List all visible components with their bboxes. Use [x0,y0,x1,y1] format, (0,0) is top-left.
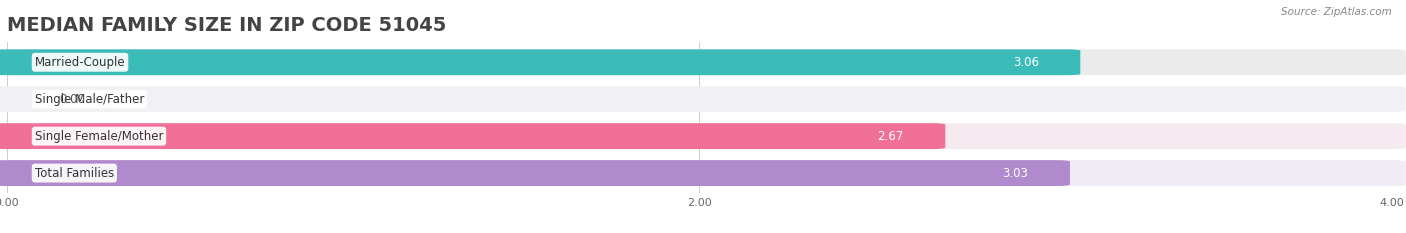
FancyBboxPatch shape [0,160,1406,186]
Text: Married-Couple: Married-Couple [35,56,125,69]
Text: MEDIAN FAMILY SIZE IN ZIP CODE 51045: MEDIAN FAMILY SIZE IN ZIP CODE 51045 [7,16,447,35]
Text: Source: ZipAtlas.com: Source: ZipAtlas.com [1281,7,1392,17]
FancyBboxPatch shape [0,160,1070,186]
FancyBboxPatch shape [0,49,1406,75]
Text: 2.67: 2.67 [877,130,904,143]
Text: Single Male/Father: Single Male/Father [35,93,143,106]
Text: 0.00: 0.00 [59,93,84,106]
Text: Total Families: Total Families [35,167,114,180]
Text: Single Female/Mother: Single Female/Mother [35,130,163,143]
FancyBboxPatch shape [0,123,1406,149]
Text: 3.03: 3.03 [1002,167,1028,180]
FancyBboxPatch shape [0,49,1080,75]
Text: 3.06: 3.06 [1012,56,1039,69]
FancyBboxPatch shape [0,123,945,149]
FancyBboxPatch shape [0,86,1406,112]
